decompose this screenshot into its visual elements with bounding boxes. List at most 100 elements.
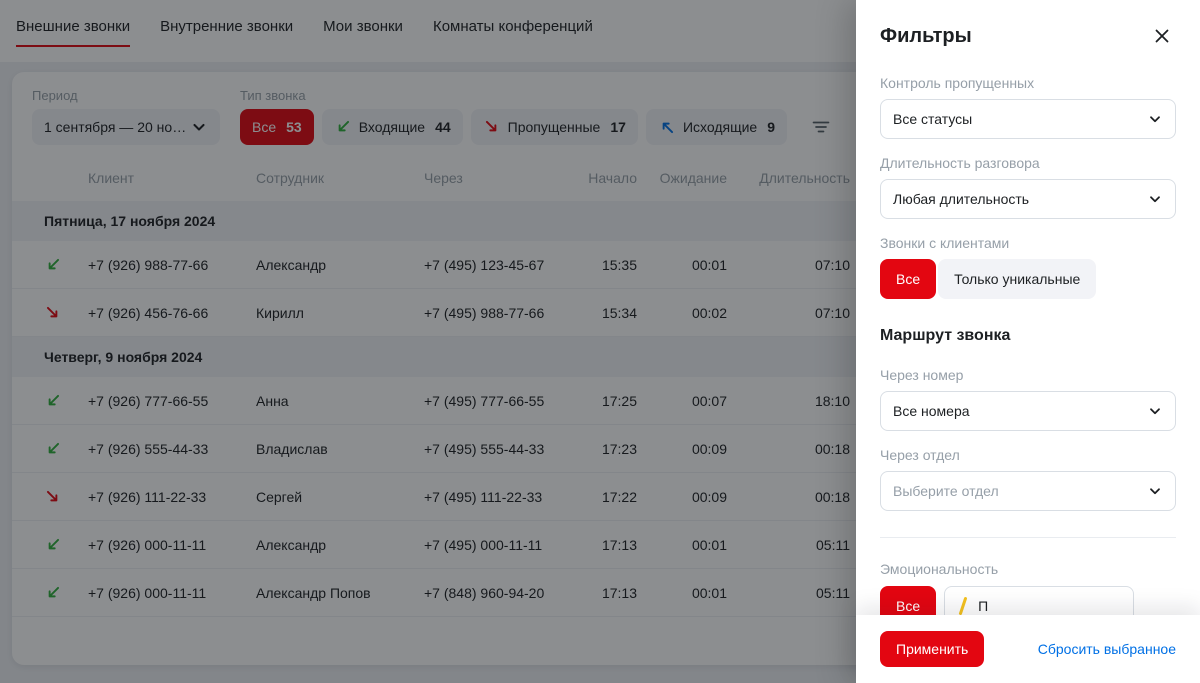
via-phone: +7 (495) 988-77-66	[424, 304, 545, 321]
table-row[interactable]: +7 (926) 456-76-66 Кирилл +7 (495) 988-7…	[12, 289, 1188, 337]
chip-count: 17	[610, 119, 626, 135]
period-label: Период	[32, 88, 78, 103]
col-header-via: Через	[424, 170, 463, 186]
start-time: 17:25	[601, 392, 637, 409]
employee-name: Александр	[256, 536, 327, 553]
start-time: 15:34	[601, 304, 637, 321]
duration: 07:10	[814, 256, 850, 273]
col-header-wait: Ожидание	[659, 170, 727, 186]
via-department-placeholder: Выберите отдел	[893, 483, 999, 499]
period-control: Период 1 сентября — 20 ноя…	[32, 88, 220, 145]
via-phone: +7 (848) 960-94-20	[424, 584, 545, 601]
start-time: 17:13	[601, 536, 637, 553]
emotion-option-all[interactable]: Все	[880, 586, 937, 615]
table-header: Клиент Сотрудник Через Начало Ожидание Д…	[12, 155, 1188, 201]
duration: 05:11	[816, 536, 850, 553]
via-phone: +7 (495) 123-45-67	[424, 256, 545, 273]
start-time: 17:13	[601, 584, 637, 601]
chip-label: Пропущенные	[507, 119, 601, 135]
clients-option-all[interactable]: Все	[880, 259, 937, 299]
duration: 00:18	[814, 488, 850, 505]
client-phone: +7 (926) 988-77-66	[88, 256, 209, 273]
employee-name: Александр	[256, 256, 327, 273]
chip-incoming-calls[interactable]: Входящие 44	[321, 109, 463, 145]
client-phone: +7 (926) 111-22-33	[88, 488, 207, 505]
employee-name: Анна	[256, 392, 289, 409]
panel-title: Фильтры	[880, 25, 972, 47]
emotion-option-label: П	[978, 598, 989, 614]
duration: 07:10	[814, 304, 850, 321]
route-section-title: Маршрут звонка	[880, 327, 1011, 344]
clients-option-unique[interactable]: Только уникальные	[938, 259, 1097, 299]
chip-label: Исходящие	[682, 119, 758, 135]
tabs: Внешние звонки Внутренние звонки Мои зво…	[0, 0, 1200, 47]
via-phone: +7 (495) 555-44-33	[424, 440, 545, 457]
missed-control-select[interactable]: Все статусы	[880, 99, 1176, 139]
tab-my-calls[interactable]: Мои звонки	[323, 18, 403, 35]
table-row[interactable]: +7 (926) 777-66-55 Анна +7 (495) 777-66-…	[12, 377, 1188, 425]
table-row[interactable]: +7 (926) 988-77-66 Александр +7 (495) 12…	[12, 241, 1188, 289]
table-row[interactable]: +7 (926) 555-44-33 Владислав +7 (495) 55…	[12, 425, 1188, 473]
client-phone: +7 (926) 456-76-66	[88, 304, 209, 321]
panel-body: Контроль пропущенных Все статусы Длитель…	[856, 50, 1200, 615]
start-time: 17:22	[601, 488, 637, 505]
section-divider	[880, 537, 1176, 538]
apply-button[interactable]: Применить	[880, 631, 985, 667]
chip-all-calls[interactable]: Все 53	[240, 109, 314, 145]
chip-missed-calls[interactable]: Пропущенные 17	[470, 109, 638, 145]
employee-name: Кирилл	[256, 304, 304, 321]
client-phone: +7 (926) 000-11-11	[88, 584, 207, 601]
clients-label: Звонки с клиентами	[880, 235, 1010, 251]
via-number-select[interactable]: Все номера	[880, 391, 1176, 431]
chip-outgoing-calls[interactable]: Исходящие 9	[645, 109, 787, 145]
chip-count: 44	[435, 119, 451, 135]
via-number-label: Через номер	[880, 367, 964, 383]
filter-sliders-icon	[812, 121, 830, 133]
via-department-select[interactable]: Выберите отдел	[880, 471, 1176, 511]
duration-label: Длительность разговора	[880, 155, 1040, 171]
chevron-down-icon	[1150, 196, 1160, 203]
chip-count: 53	[286, 119, 302, 135]
wait-time: 00:01	[691, 584, 727, 601]
wait-time: 00:07	[691, 392, 727, 409]
duration: 00:18	[814, 440, 850, 457]
client-phone: +7 (926) 777-66-55	[88, 392, 209, 409]
duration-select[interactable]: Любая длительность	[880, 179, 1176, 219]
chip-count: 9	[767, 119, 775, 135]
wait-time: 00:09	[691, 488, 727, 505]
advanced-filters-button[interactable]	[803, 109, 839, 145]
emotion-segmented-control: Все П	[880, 586, 1176, 615]
chevron-down-icon	[1150, 488, 1160, 495]
client-phone: +7 (926) 555-44-33	[88, 440, 209, 457]
duration: 05:11	[816, 584, 850, 601]
col-header-start: Начало	[588, 170, 637, 186]
wait-time: 00:01	[691, 256, 727, 273]
tab-conference-rooms[interactable]: Комнаты конференций	[432, 18, 593, 35]
emotion-label: Эмоциональность	[880, 561, 999, 577]
reset-selected-link[interactable]: Сбросить выбранное	[1037, 641, 1176, 657]
table-row[interactable]: +7 (926) 111-22-33 Сергей +7 (495) 111-2…	[12, 473, 1188, 521]
call-type-control: Тип звонка Все 53 Входящие 44 Пропущенны…	[240, 88, 839, 145]
tab-internal-calls[interactable]: Внутренние звонки	[160, 18, 294, 35]
table-row[interactable]: +7 (926) 000-11-11 Александр +7 (495) 00…	[12, 521, 1188, 569]
emotion-option-secondary[interactable]: П	[944, 586, 1135, 615]
close-icon[interactable]	[1148, 22, 1176, 50]
employee-name: Александр Попов	[256, 584, 371, 601]
duration: 18:10	[814, 392, 850, 409]
clients-segmented-control: Все Только уникальные	[880, 259, 1176, 299]
wait-time: 00:01	[691, 536, 727, 553]
col-header-client: Клиент	[88, 170, 135, 186]
filters-toolbar: Период 1 сентября — 20 ноя… Тип звонка В…	[12, 72, 1188, 145]
chip-label: Входящие	[358, 119, 426, 135]
wait-time: 00:02	[691, 304, 727, 321]
table-row[interactable]: +7 (926) 000-11-11 Александр Попов +7 (8…	[12, 569, 1188, 617]
start-time: 15:35	[601, 256, 637, 273]
tab-external-calls[interactable]: Внешние звонки	[16, 18, 131, 47]
chevron-down-icon	[1150, 116, 1160, 123]
via-phone: +7 (495) 111-22-33	[424, 488, 543, 505]
period-select[interactable]: 1 сентября — 20 ноя…	[32, 109, 220, 145]
start-time: 17:23	[601, 440, 637, 457]
missed-control-label: Контроль пропущенных	[880, 75, 1035, 91]
col-header-employee: Сотрудник	[256, 170, 325, 186]
